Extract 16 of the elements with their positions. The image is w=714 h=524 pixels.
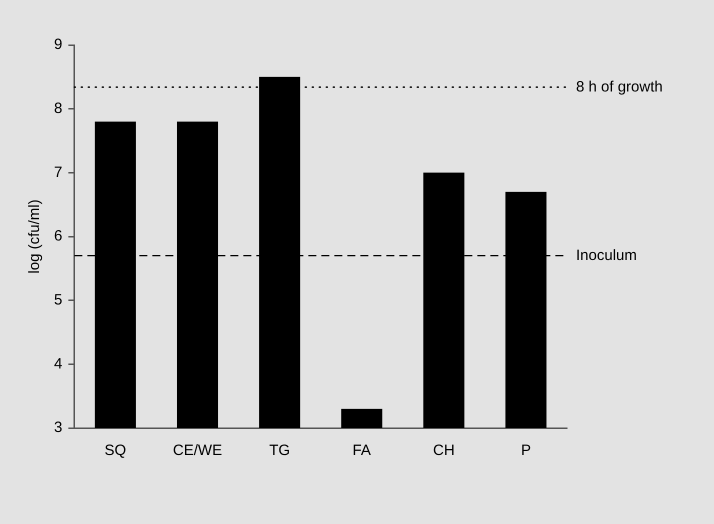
y-tick-label: 6 xyxy=(54,228,62,245)
x-tick-label: P xyxy=(520,442,531,460)
ref-line-label: Inoculum xyxy=(576,246,637,264)
x-tick-label: SQ xyxy=(104,442,126,460)
y-tick-label: 5 xyxy=(54,291,62,308)
y-tick-label: 4 xyxy=(54,355,62,372)
y-tick-label: 3 xyxy=(54,419,62,436)
x-tick-label: FA xyxy=(352,442,371,460)
y-tick-label: 7 xyxy=(54,164,62,181)
y-axis-title: log (cfu/ml) xyxy=(26,199,44,274)
x-tick-label: CH xyxy=(433,442,455,460)
y-tick-label: 8 xyxy=(54,100,62,117)
ref-line-label: 8 h of growth xyxy=(576,78,663,96)
y-tick-label: 9 xyxy=(54,36,62,54)
x-tick-label: CE/WE xyxy=(172,442,222,460)
x-tick-label: TG xyxy=(269,442,290,460)
